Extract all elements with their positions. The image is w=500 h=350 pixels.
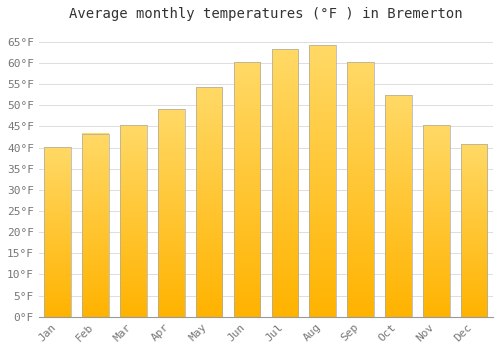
Title: Average monthly temperatures (°F ) in Bremerton: Average monthly temperatures (°F ) in Br… xyxy=(69,7,462,21)
